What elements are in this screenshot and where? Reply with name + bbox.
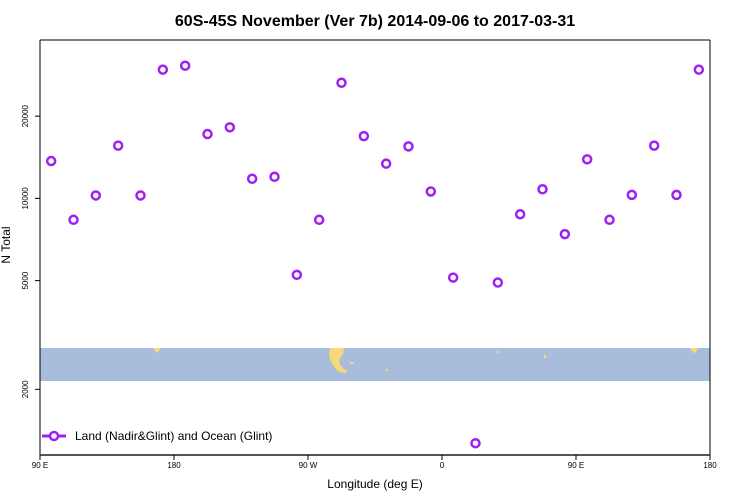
plot-frame <box>39 39 711 456</box>
data-point <box>157 64 169 75</box>
x-tick-label: 180 <box>167 461 181 470</box>
data-point <box>470 437 481 449</box>
data-point <box>514 208 526 220</box>
data-point <box>135 190 146 201</box>
data-point <box>68 214 79 226</box>
data-point <box>537 184 548 195</box>
data-point <box>112 140 124 151</box>
data-series <box>45 60 705 449</box>
data-point <box>671 189 682 201</box>
land-new-zealand <box>153 348 160 353</box>
data-point <box>380 158 392 169</box>
land-south-georgia <box>386 369 388 371</box>
data-point <box>224 122 236 133</box>
data-point <box>425 186 437 197</box>
data-point <box>179 60 191 71</box>
land-south-america <box>329 348 348 373</box>
data-point <box>626 189 638 201</box>
y-tick-label: 10000 <box>21 187 30 210</box>
y-tick-label: 5000 <box>21 271 30 289</box>
legend: Land (Nadir&Glint) and Ocean (Glint) <box>42 429 272 443</box>
legend-marker-icon <box>48 430 60 442</box>
data-point <box>447 272 459 283</box>
data-point <box>492 277 504 288</box>
data-point <box>358 130 370 142</box>
data-point <box>90 190 102 201</box>
y-axis: 2000 5000 10000 20000 <box>21 104 40 398</box>
data-point <box>202 128 213 140</box>
x-tick-label: 180 <box>703 461 717 470</box>
data-point <box>291 269 303 281</box>
x-axis-label: Longitude (deg E) <box>327 477 422 491</box>
chart-title: 60S-45S November (Ver 7b) 2014-09-06 to … <box>175 13 575 30</box>
y-axis-label: N Total <box>0 226 13 263</box>
data-point <box>693 64 705 75</box>
data-point <box>269 171 280 183</box>
land-island-2 <box>544 355 546 358</box>
legend-label: Land (Nadir&Glint) and Ocean (Glint) <box>75 429 272 443</box>
data-point <box>403 141 414 152</box>
data-point <box>313 214 325 226</box>
x-tick-label: 0 <box>440 461 445 470</box>
data-point <box>246 173 258 185</box>
map-land <box>153 348 698 373</box>
data-point <box>604 214 615 226</box>
map-ocean-band <box>40 348 710 381</box>
land-falklands <box>350 362 354 364</box>
data-point <box>648 140 660 151</box>
data-point <box>581 154 593 165</box>
data-point <box>336 77 347 89</box>
land-new-zealand-2 <box>690 348 698 353</box>
x-tick-label: 90 E <box>32 461 48 470</box>
map-background <box>40 348 710 381</box>
y-tick-label: 2000 <box>21 380 30 398</box>
x-tick-label: 90 E <box>568 461 584 470</box>
x-tick-label: 90 W <box>299 461 318 470</box>
land-island <box>497 351 499 353</box>
data-point <box>559 228 571 240</box>
x-axis: 90 E 180 90 W 0 90 E 180 <box>32 455 717 470</box>
y-tick-label: 20000 <box>21 104 30 127</box>
data-point <box>45 155 57 167</box>
